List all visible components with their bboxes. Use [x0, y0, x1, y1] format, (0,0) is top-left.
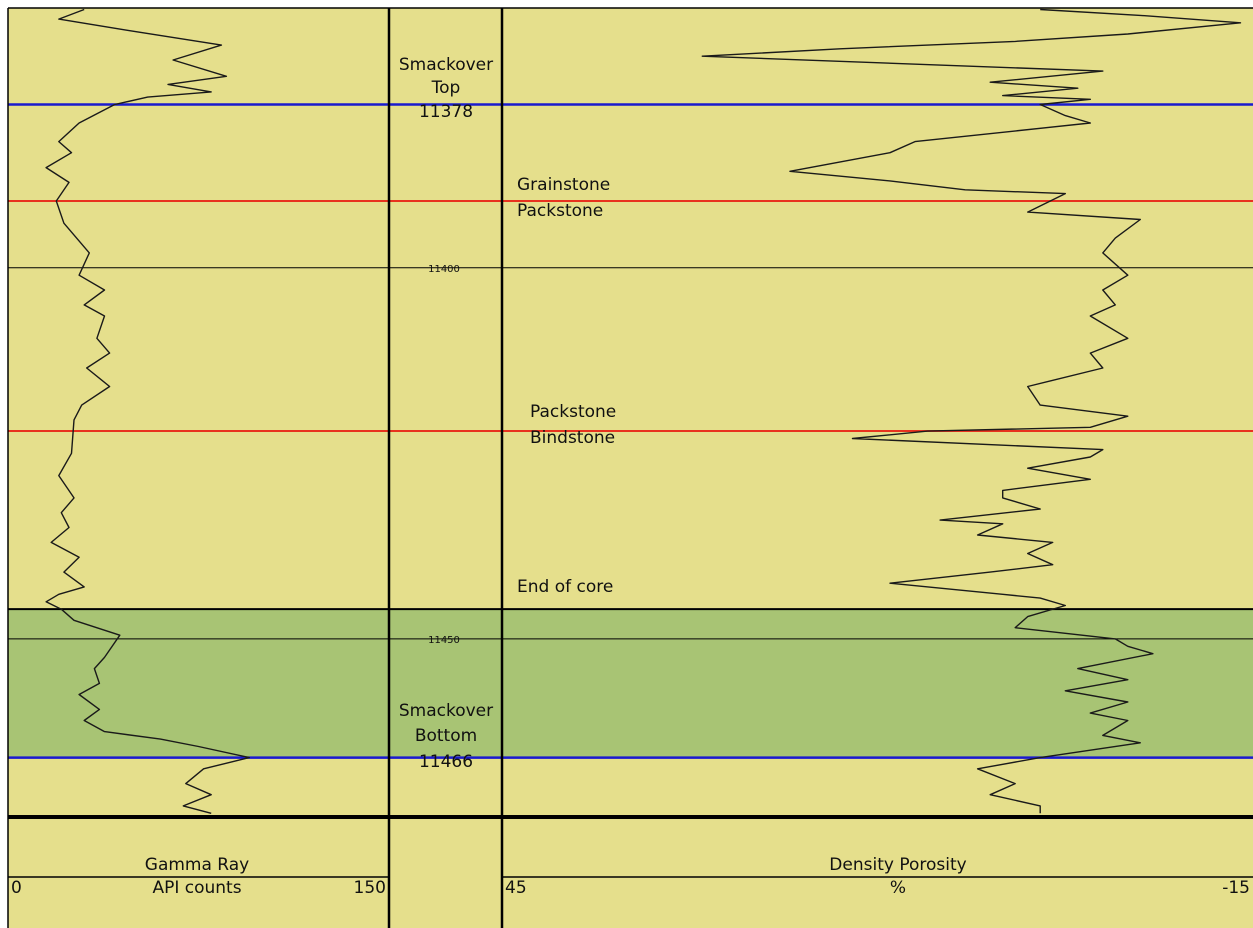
core-zone-band — [8, 609, 1253, 758]
density-porosity-title: Density Porosity — [829, 855, 966, 875]
gamma-ray-scale-max: 150 — [354, 878, 386, 898]
depth-tick-label: 11450 — [428, 635, 460, 646]
facies-label-1a: Grainstone — [517, 175, 610, 195]
top-formation-label-1: Smackover — [399, 55, 493, 75]
depth-tick-label: 11400 — [428, 264, 460, 275]
top-formation-label-2: Top — [431, 78, 461, 98]
top-formation-depth: 11378 — [419, 102, 473, 122]
chart-background — [8, 8, 1253, 928]
gamma-ray-curve — [45, 8, 251, 814]
density-porosity-unit: % — [890, 878, 906, 898]
gamma-ray-scale-min: 0 — [11, 878, 22, 898]
facies-label-2a: Packstone — [530, 402, 616, 422]
gamma-ray-unit: API counts — [152, 878, 241, 898]
density-porosity-scale-max: -15 — [1222, 878, 1250, 898]
bottom-formation-label-1: Smackover — [399, 701, 493, 721]
density-porosity-curve — [701, 8, 1242, 814]
facies-label-1b: Packstone — [517, 201, 603, 221]
bottom-formation-depth: 11466 — [419, 752, 473, 772]
density-porosity-scale-min: 45 — [505, 878, 527, 898]
end-of-core-label: End of core — [517, 577, 613, 597]
gamma-ray-title: Gamma Ray — [145, 855, 249, 875]
bottom-formation-label-2: Bottom — [415, 726, 477, 746]
track-frame — [7, 7, 1253, 928]
facies-label-2b: Bindstone — [530, 428, 615, 448]
